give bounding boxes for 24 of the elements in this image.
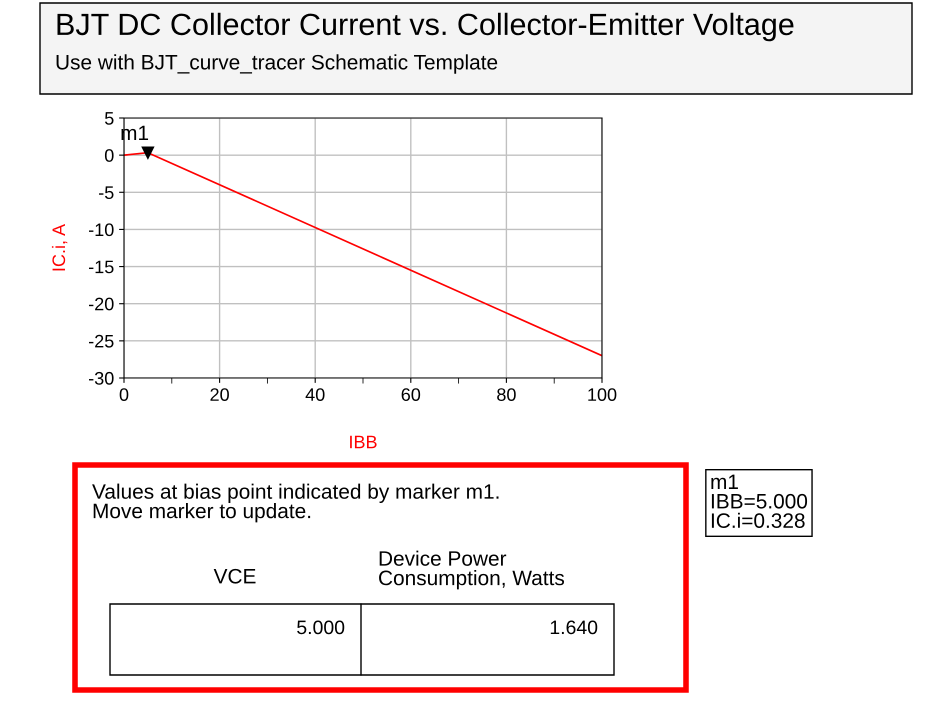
y-tick-label: 0 <box>104 149 114 162</box>
text: VCE <box>214 568 256 584</box>
y-tick-label: -10 <box>88 223 114 236</box>
y-tick-label: -15 <box>88 260 114 274</box>
x-tick-label: 60 <box>402 388 420 401</box>
y-tick-label: -5 <box>99 186 114 200</box>
y-tick-label: -30 <box>88 372 114 385</box>
text: Values at bias point indicated by marker m1. Move marker to update. <box>92 484 498 522</box>
y-tick-label: -25 <box>88 334 114 348</box>
x-tick-label: 20 <box>210 388 229 401</box>
x-tick-label: 40 <box>306 388 325 401</box>
y-tick-label: 5 <box>104 112 114 125</box>
text: 1.640 <box>550 620 598 634</box>
chart-title: BJT DC Collector Current vs. Collector-Emitter Voltage <box>58 12 794 42</box>
chart-subtitle: Use with BJT_curve_tracer Schematic Template <box>56 54 498 74</box>
y-tick-label: -20 <box>88 298 114 310</box>
y-axis-title: IC.i, A <box>52 224 68 270</box>
x-tick-label: 100 <box>588 388 616 401</box>
x-tick-label: 80 <box>497 388 516 401</box>
x-tick-label: 0 <box>120 388 128 401</box>
text: m1 IBB=5.000 IC.i=0.328 <box>711 474 808 528</box>
x-axis-title: IBB <box>350 436 377 448</box>
text: Device Power Consumption, Watts <box>379 550 564 590</box>
text: 5.000 <box>297 620 344 634</box>
